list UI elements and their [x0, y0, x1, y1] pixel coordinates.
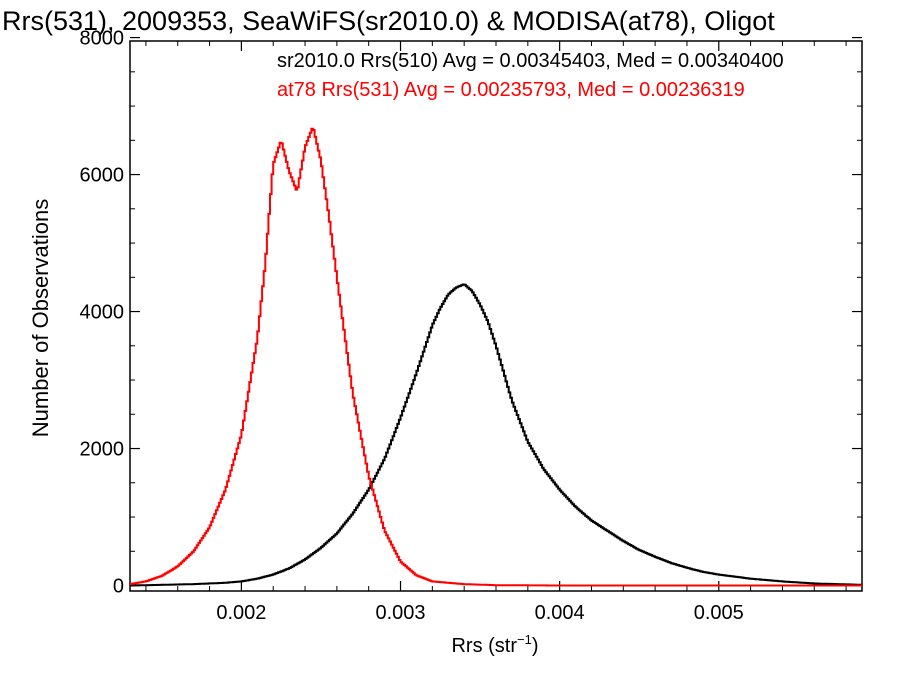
y-tick-label: 4000	[80, 302, 125, 324]
plot-frame	[129, 40, 863, 592]
y-tick-label: 6000	[80, 165, 125, 187]
x-tick-label: 0.003	[375, 602, 425, 624]
annotation-at78: at78 Rrs(531) Avg = 0.00235793, Med = 0.…	[277, 79, 745, 101]
chart-title: Rrs(531), 2009353, SeaWiFS(sr2010.0) & M…	[2, 6, 775, 36]
series-layer	[130, 127, 862, 587]
y-axis-label: Number of Observations	[28, 199, 53, 437]
x-axis-label: Rrs (str−1)	[451, 632, 538, 657]
x-tick-label: 0.004	[535, 602, 585, 624]
x-axis-label-sup: −1	[517, 632, 532, 647]
y-tick-label: 8000	[80, 28, 125, 50]
annotation-sr2010: sr2010.0 Rrs(510) Avg = 0.00345403, Med …	[277, 50, 784, 72]
y-tick-label: 2000	[80, 439, 125, 461]
x-tick-label: 0.002	[216, 602, 266, 624]
y-tick-label: 0	[113, 576, 124, 598]
x-tick-label: 0.005	[694, 602, 744, 624]
x-axis-label-main: Rrs (str	[451, 635, 517, 657]
plot-border	[129, 40, 863, 592]
series-line-0	[130, 283, 862, 587]
series-line-1	[130, 127, 862, 587]
x-axis-label-close: )	[532, 635, 539, 657]
axis-ticks: 0.002 0.003 0.004 0.005 0 2000 4000 6000 8000	[80, 28, 862, 624]
